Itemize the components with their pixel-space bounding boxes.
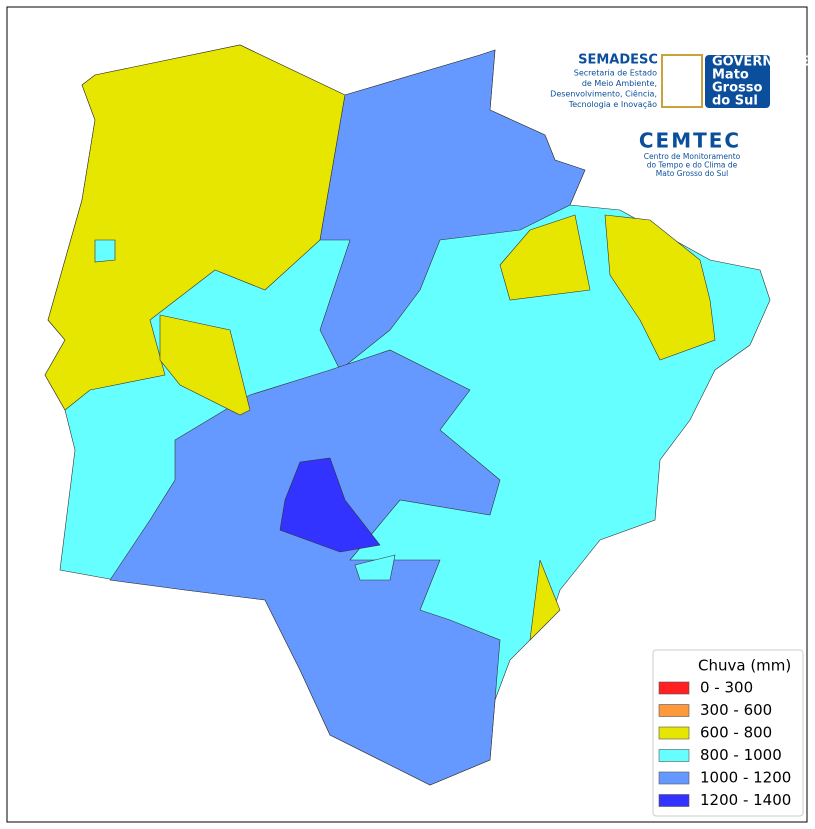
legend-label: 800 - 1000 <box>700 746 782 764</box>
logo-text: do Sul <box>712 94 758 109</box>
legend-label: 1000 - 1200 <box>700 769 791 787</box>
coat-of-arms <box>661 54 703 108</box>
legend-swatch <box>658 704 690 717</box>
legend-swatch <box>658 749 690 762</box>
logo-text: Mato Grosso do Sul <box>656 169 728 178</box>
legend-swatch <box>658 681 690 695</box>
region <box>319 49 586 371</box>
region <box>159 314 251 416</box>
region <box>109 349 501 786</box>
region <box>44 44 346 411</box>
logo-text: de Meio Ambiente, <box>582 79 657 88</box>
legend-label: 0 - 300 <box>700 679 753 697</box>
logo-text: Centro de Monitoramento <box>644 152 741 161</box>
logo-text: Secretaria de Estado <box>574 69 657 78</box>
region <box>529 559 561 641</box>
region <box>604 214 716 361</box>
legend-items: 0 - 300 300 - 600 600 - 800 800 - 1000 1000 … <box>658 679 791 809</box>
semadesc-name: SEMADESC <box>578 53 658 68</box>
logo-text: Grosso <box>712 81 762 96</box>
legend-label: 1200 - 1400 <box>700 791 791 809</box>
regions <box>44 44 771 786</box>
legend-swatch <box>658 794 690 807</box>
legend-box <box>652 649 804 817</box>
legend-swatch <box>658 726 690 740</box>
legend-title: Chuva (mm) <box>698 657 791 675</box>
logo-text: Desenvolvimento, Ciência, <box>550 89 657 99</box>
logo-text: Mato <box>712 68 749 83</box>
region <box>354 554 396 581</box>
logo-text: Tecnologia e Inovação <box>568 100 657 109</box>
governo-box <box>705 55 770 108</box>
region <box>499 214 591 301</box>
logo-text: do Tempo e do Clima de <box>647 161 738 170</box>
cemtec-name: CEMTEC <box>639 129 741 153</box>
legend-label: 600 - 800 <box>700 724 772 742</box>
region <box>94 239 116 263</box>
region <box>279 457 381 553</box>
legend-label: 300 - 600 <box>700 701 772 719</box>
logo-text: GOVERNO DE <box>712 55 808 70</box>
legend-swatch <box>658 771 690 785</box>
